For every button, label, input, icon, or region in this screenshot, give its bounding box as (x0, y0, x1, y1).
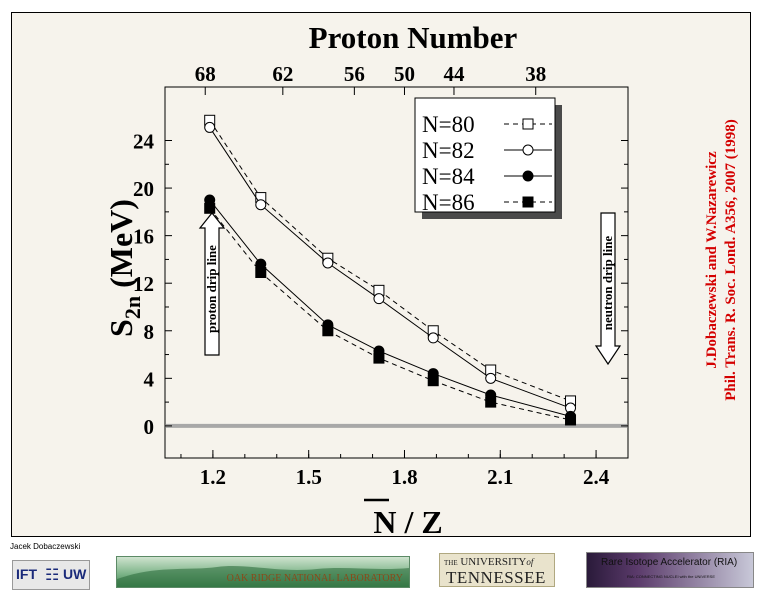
x-tick-label: 2.1 (487, 465, 513, 489)
data-point (322, 325, 334, 337)
series-line (209, 199, 571, 417)
svg-text:S2n (MeV): S2n (MeV) (103, 199, 145, 337)
x-tick-label: 1.2 (200, 465, 226, 489)
tennessee-logo: THE UNIVERSITYof TENNESSEE (439, 553, 555, 587)
legend-marker (522, 196, 534, 208)
footer: Jacek Dobaczewski IFT ☷ UW OAK RIDGE NAT… (0, 540, 763, 597)
neutron-drip-arrow: neutron drip line (594, 212, 622, 366)
data-point (373, 352, 385, 364)
y-tick-label: 16 (133, 225, 154, 249)
series-N=86 (204, 202, 577, 426)
series-N=82 (204, 121, 577, 414)
uw-ift-logo: Jacek Dobaczewski IFT ☷ UW (10, 542, 90, 592)
uw-label: UW (63, 566, 87, 582)
x-tick-label: 2.4 (583, 465, 610, 489)
data-point (427, 332, 439, 344)
ut-tennessee: TENNESSEE (446, 568, 546, 587)
data-point (485, 396, 497, 408)
top-axis-ticks: 68 62 56 50 44 38 (195, 62, 546, 95)
neutron-drip-label: neutron drip line (600, 236, 615, 331)
legend-marker (522, 170, 534, 182)
y-tick-label: 24 (133, 130, 155, 154)
ut-of: of (526, 557, 534, 567)
ornl-logo: OAK RIDGE NATIONAL LABORATORY (116, 556, 410, 588)
y-tick-label: 12 (133, 272, 154, 296)
y-tick-label: 20 (133, 177, 154, 201)
y-tick-label: 4 (144, 367, 155, 391)
legend-label: N=86 (422, 190, 475, 215)
mountain-icon (117, 566, 409, 587)
legend-marker (522, 118, 534, 130)
proton-drip-arrow: proton drip line (198, 212, 226, 356)
ift-label: IFT (16, 566, 37, 582)
citation: J.Dobaczewski and W.Nazarewicz Phil. Tra… (703, 35, 743, 485)
y-tick-label: 0 (144, 415, 155, 439)
legend-label: N=82 (422, 138, 475, 163)
data-point (255, 267, 267, 278)
bottom-axis-ticks: 1.2 1.5 1.8 2.1 2.4 (180, 450, 610, 489)
ria-title: Rare Isotope Accelerator (RIA) (601, 557, 738, 568)
data-point (427, 375, 439, 387)
data-point (322, 257, 334, 269)
citation-line1: J.Dobaczewski and W.Nazarewicz (704, 151, 720, 369)
chart-title: Proton Number (309, 20, 518, 55)
ria-subtitle: RIA: CONNECTING NUCLEI with the UNIVERSE (627, 574, 716, 579)
top-tick-label: 68 (195, 62, 216, 86)
data-point (373, 293, 385, 305)
ornl-label: OAK RIDGE NATIONAL LABORATORY (226, 573, 403, 584)
series-N=84 (204, 194, 577, 422)
top-tick-label: 38 (525, 62, 546, 86)
y-tick-label: 8 (144, 320, 155, 344)
author-name: Jacek Dobaczewski (10, 542, 81, 551)
data-point (204, 202, 216, 214)
citation-line2: Phil. Trans. R. Soc. Lond. A356, 2007 (1… (723, 119, 739, 401)
y-axis-label: S2n (MeV) (103, 199, 145, 337)
top-tick-label: 62 (272, 62, 293, 86)
y-axis-ticks: 0 4 8 12 16 20 24 (133, 130, 628, 439)
x-tick-label: 1.5 (296, 465, 322, 489)
slide-panel: Proton Number 68 62 56 50 44 38 0 4 8 12 16 20 24 1… (11, 12, 751, 538)
top-tick-label: 44 (443, 62, 465, 86)
data-point (485, 372, 497, 384)
top-tick-label: 50 (394, 62, 415, 86)
data-point (255, 199, 267, 211)
chart: Proton Number 68 62 56 50 44 38 0 4 8 12 16 20 24 1… (103, 20, 629, 538)
y-label-sub: 2n (120, 296, 145, 319)
plot-frame (164, 86, 629, 459)
y-label-main: S (103, 319, 139, 337)
legend-label: N=84 (422, 164, 475, 189)
ut-university: UNIVERSITY (460, 556, 527, 568)
data-point (204, 121, 216, 133)
legend-label: N=80 (422, 112, 475, 137)
x-tick-label: 1.8 (391, 465, 417, 489)
column-icon: ☷ (45, 567, 60, 584)
legend: N=80N=82N=84N=86 (414, 97, 562, 219)
legend-marker (522, 144, 534, 156)
top-tick-label: 56 (344, 62, 365, 86)
ria-logo: Rare Isotope Accelerator (RIA) RIA: CONN… (586, 552, 754, 588)
y-label-unit: (MeV) (103, 199, 139, 288)
data-point (565, 414, 577, 426)
series-layer (204, 114, 577, 426)
proton-drip-label: proton drip line (204, 245, 219, 333)
x-axis-label: N / Z (373, 504, 442, 538)
ut-the: THE (444, 559, 458, 567)
